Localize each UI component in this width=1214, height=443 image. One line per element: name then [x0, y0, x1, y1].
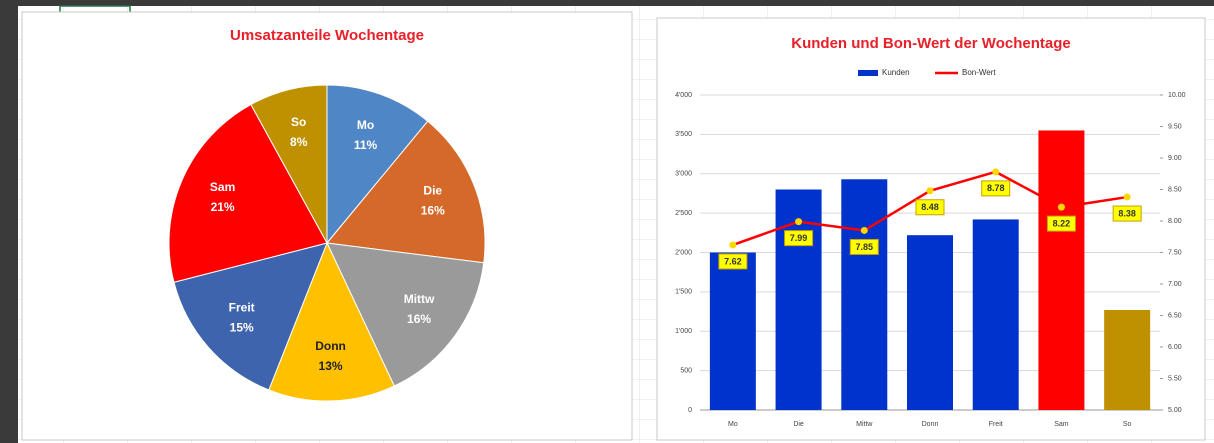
- data-label: 8.38: [1118, 208, 1136, 218]
- x-tick-label: Donn: [922, 421, 939, 428]
- slice-category-label: Die: [423, 183, 442, 197]
- slice-category-label: So: [291, 115, 306, 129]
- data-label: 8.78: [987, 183, 1005, 193]
- y2-tick-label: 9.50: [1168, 123, 1182, 130]
- pie-slice: [168, 103, 328, 283]
- x-tick-label: Mo: [728, 421, 738, 428]
- slice-category-label: Mo: [357, 118, 374, 132]
- y-tick-label: 0: [688, 407, 692, 414]
- y-tick-label: 1'000: [675, 328, 692, 335]
- legend-label: Kunden: [882, 68, 910, 77]
- y2-tick-label: 10.00: [1168, 92, 1186, 99]
- y2-tick-label: 7.50: [1168, 249, 1182, 256]
- y2-tick-label: 5.50: [1168, 375, 1182, 382]
- y-tick-label: 3'500: [675, 131, 692, 138]
- slice-category-label: Mittw: [404, 292, 435, 306]
- bar: [709, 252, 756, 410]
- y2-tick-label: 6.50: [1168, 312, 1182, 319]
- pie-slice: [326, 84, 429, 245]
- line-marker: [729, 241, 737, 249]
- slice-category-label: Freit: [229, 300, 255, 314]
- slice-value-label: 15%: [230, 320, 254, 334]
- bar: [841, 179, 888, 410]
- slice-value-label: 13%: [319, 359, 343, 373]
- data-label-box: [849, 238, 879, 255]
- data-label-box: [1046, 215, 1076, 232]
- line-marker: [860, 226, 868, 234]
- x-tick-label: Mittw: [856, 421, 873, 428]
- slice-value-label: 16%: [421, 203, 445, 217]
- data-label: 8.22: [1053, 219, 1071, 229]
- x-tick-label: So: [1123, 421, 1132, 428]
- line-marker: [795, 218, 803, 226]
- slice-category-label: Donn: [315, 339, 346, 353]
- slice-value-label: 21%: [211, 200, 235, 214]
- slice-category-label: Sam: [210, 180, 235, 194]
- y-tick-label: 3'000: [675, 171, 692, 178]
- pie-slice: [326, 242, 485, 387]
- data-label-box: [1112, 205, 1142, 222]
- y-tick-label: 2'500: [675, 210, 692, 217]
- slice-value-label: 8%: [290, 135, 308, 149]
- y2-tick-label: 8.50: [1168, 186, 1182, 193]
- pie-slice: [173, 242, 328, 391]
- data-label-box: [784, 230, 814, 247]
- pie-slice: [250, 84, 328, 244]
- bar: [1038, 130, 1085, 410]
- x-tick-label: Die: [793, 421, 804, 428]
- bar: [972, 219, 1019, 410]
- pie-slice: [268, 241, 395, 402]
- chart-title: Umsatzanteile Wochentage: [230, 27, 424, 44]
- bar: [907, 235, 953, 410]
- y2-tick-label: 9.00: [1168, 155, 1182, 162]
- y2-tick-label: 7.00: [1168, 281, 1182, 288]
- slice-value-label: 16%: [407, 312, 431, 326]
- x-tick-label: Freit: [989, 421, 1003, 428]
- data-label: 7.99: [790, 233, 808, 243]
- slice-value-label: 11%: [354, 138, 378, 152]
- legend-swatch: [858, 70, 878, 76]
- legend-label: Bon-Wert: [962, 68, 996, 77]
- data-label: 7.85: [856, 242, 874, 252]
- y2-tick-label: 6.00: [1168, 344, 1182, 351]
- x-tick-label: Sam: [1054, 421, 1069, 428]
- line-marker: [1057, 203, 1065, 211]
- y-tick-label: 2'000: [675, 249, 692, 256]
- data-label-box: [915, 199, 945, 216]
- y-tick-label: 500: [680, 367, 692, 374]
- bar: [1104, 309, 1151, 410]
- data-label: 8.48: [921, 202, 939, 212]
- y-tick-label: 1'500: [675, 289, 692, 296]
- line-marker: [1123, 193, 1131, 201]
- line-marker: [992, 168, 1000, 176]
- data-label-box: [718, 253, 748, 270]
- data-label-box: [981, 180, 1011, 197]
- line-marker: [926, 187, 934, 195]
- pie-slice: [326, 120, 486, 264]
- chart-title: Kunden und Bon-Wert der Wochentage: [791, 35, 1070, 52]
- data-label: 7.62: [724, 256, 742, 266]
- y-tick-label: 4'000: [675, 92, 692, 99]
- y2-tick-label: 8.00: [1168, 218, 1182, 225]
- y2-tick-label: 5.00: [1168, 407, 1182, 414]
